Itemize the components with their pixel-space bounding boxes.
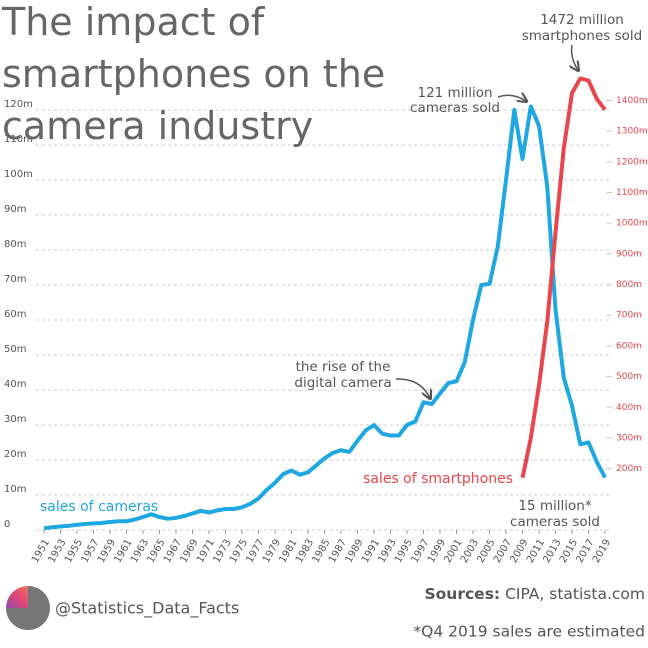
y-tick-label: 120m	[4, 99, 33, 110]
y2-tick-label: 500m	[616, 372, 642, 382]
y2-tick-label: 400m	[616, 403, 642, 413]
annotation: cameras sold	[410, 100, 500, 116]
y-tick-label: 30m	[4, 414, 26, 425]
annotation: 15 million*	[518, 498, 591, 514]
y-tick-label: 10m	[4, 484, 26, 495]
y-tick-label: 50m	[4, 344, 26, 355]
y-tick-label: 40m	[4, 379, 26, 390]
y2-tick-label: 1100m	[616, 188, 648, 198]
y2-tick-label: 1300m	[616, 127, 648, 137]
y-tick-label: 20m	[4, 449, 26, 460]
data-line	[520, 76, 607, 479]
y2-tick-label: 300m	[616, 433, 642, 443]
legend-label: sales of smartphones	[363, 471, 513, 487]
y-tick-label: 100m	[4, 169, 33, 180]
y-tick-label: 90m	[4, 204, 26, 215]
y2-tick-label: 700m	[616, 311, 642, 321]
legend-label: sales of cameras	[40, 499, 158, 515]
note: *Q4 2019 sales are estimated	[413, 623, 645, 641]
y2-tick-label: 200m	[616, 464, 642, 474]
y-tick-label: 70m	[4, 274, 26, 285]
y-tick-label: 0	[4, 519, 10, 530]
handle: @Statistics_Data_Facts	[55, 599, 239, 619]
y2-tick-label: 1400m	[616, 96, 648, 106]
logo	[6, 586, 50, 630]
annotation: digital camera	[294, 375, 391, 391]
chart-title: The impact of smartphones on the camera …	[2, 0, 386, 148]
arrow	[572, 44, 578, 70]
y-tick-label: 60m	[4, 309, 26, 320]
source: Sources: CIPA, statista.com	[425, 585, 646, 603]
source-label: Sources:	[425, 585, 501, 603]
y2-tick-label: 1200m	[616, 157, 648, 167]
annotation: 121 million	[417, 85, 492, 101]
annotation: cameras sold	[510, 514, 600, 530]
annotation: smartphones sold	[522, 28, 643, 44]
y2-tick-label: 600m	[616, 341, 642, 351]
y2-tick-label: 800m	[616, 280, 642, 290]
annotation: 1472 million	[540, 12, 624, 28]
y2-tick-label: 900m	[616, 249, 642, 259]
arrow	[497, 95, 526, 101]
data-line	[43, 104, 607, 531]
arrow	[395, 378, 430, 398]
y2-tick-label: 1000m	[616, 219, 648, 229]
y-tick-label: 110m	[4, 134, 33, 145]
annotation: the rise of the	[296, 359, 391, 375]
y-tick-label: 80m	[4, 239, 26, 250]
source-text: CIPA, statista.com	[505, 585, 645, 603]
